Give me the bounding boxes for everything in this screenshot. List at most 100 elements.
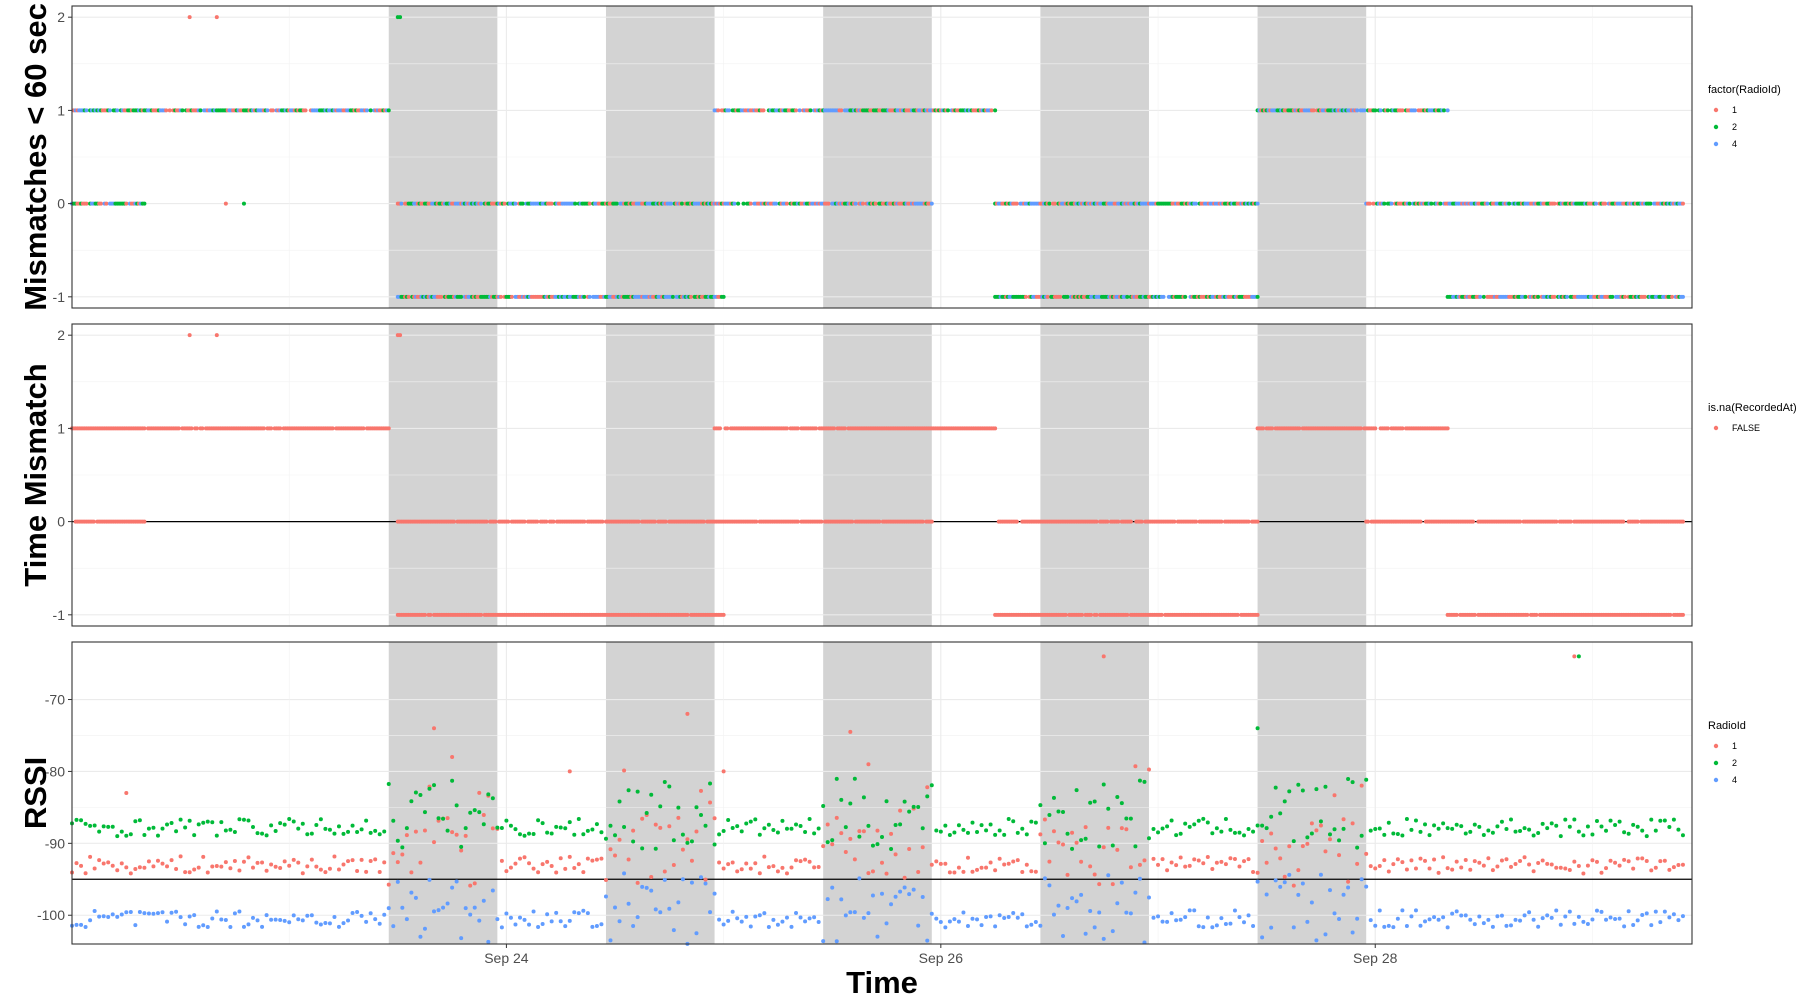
- data-point: [1454, 909, 1459, 914]
- data-point: [653, 907, 658, 912]
- data-point: [662, 869, 667, 874]
- data-point: [169, 910, 174, 915]
- data-point: [1477, 914, 1482, 919]
- data-point: [771, 864, 776, 869]
- data-point: [1269, 831, 1274, 836]
- data-point: [1033, 869, 1038, 874]
- data-point: [1201, 816, 1206, 821]
- data-point: [902, 875, 907, 880]
- data-point: [1626, 831, 1631, 836]
- data-point: [450, 778, 455, 783]
- data-point: [1260, 935, 1265, 940]
- data-point: [133, 819, 138, 824]
- data-point: [1269, 814, 1274, 819]
- data-point: [1671, 865, 1676, 870]
- data-point: [975, 829, 980, 834]
- legend-label: 4: [1732, 139, 1737, 149]
- data-point: [780, 865, 785, 870]
- data-point: [830, 885, 835, 890]
- data-point: [1242, 920, 1247, 925]
- data-point: [652, 519, 657, 524]
- data-point: [1404, 816, 1409, 821]
- data-point: [1427, 833, 1432, 838]
- data-point: [1183, 821, 1188, 826]
- data-point: [1680, 833, 1685, 838]
- data-point: [201, 854, 206, 859]
- data-point: [1133, 764, 1138, 769]
- data-point: [1079, 838, 1084, 843]
- data-point: [1409, 827, 1414, 832]
- data-point: [866, 762, 871, 767]
- data-point: [590, 924, 595, 929]
- data-point: [1640, 856, 1645, 861]
- data-point: [142, 201, 147, 206]
- data-point: [241, 924, 246, 929]
- data-point: [241, 817, 246, 822]
- data-point: [137, 865, 142, 870]
- data-point: [1246, 857, 1251, 862]
- data-point: [860, 201, 865, 206]
- data-point: [1128, 816, 1133, 821]
- data-point: [558, 919, 563, 924]
- data-point: [744, 914, 749, 919]
- data-point: [1400, 908, 1405, 913]
- data-point: [1146, 895, 1151, 900]
- data-point: [189, 426, 194, 431]
- data-point: [1576, 654, 1581, 659]
- data-point: [1011, 910, 1016, 915]
- data-point: [1373, 866, 1378, 871]
- data-point: [1169, 818, 1174, 823]
- data-point: [1089, 612, 1094, 617]
- data-point: [142, 911, 147, 916]
- y-axis-title: Mismatches < 60 sec: [18, 3, 53, 311]
- data-point: [1232, 856, 1237, 861]
- data-point: [600, 519, 605, 524]
- data-point: [1463, 857, 1468, 862]
- data-point: [1572, 654, 1577, 659]
- data-point: [377, 921, 382, 926]
- data-point: [92, 866, 97, 871]
- data-point: [1061, 842, 1066, 847]
- data-point: [1662, 858, 1667, 863]
- data-point: [1525, 612, 1530, 617]
- data-point: [667, 824, 672, 829]
- data-point: [382, 912, 387, 917]
- data-point: [219, 864, 224, 869]
- data-point: [1680, 862, 1685, 867]
- data-point: [662, 780, 667, 785]
- data-point: [499, 925, 504, 930]
- data-point: [486, 792, 491, 797]
- data-point: [1106, 806, 1111, 811]
- data-point: [798, 824, 803, 829]
- data-point: [92, 909, 97, 914]
- data-point: [1105, 519, 1110, 524]
- data-point: [1142, 858, 1147, 863]
- data-point: [1486, 917, 1491, 922]
- data-point: [418, 860, 423, 865]
- data-point: [1023, 294, 1028, 299]
- data-point: [479, 201, 484, 206]
- data-point: [1128, 865, 1133, 870]
- data-point: [463, 906, 468, 911]
- data-point: [794, 108, 799, 113]
- data-point: [1485, 201, 1490, 206]
- data-point: [943, 861, 948, 866]
- data-point: [1192, 908, 1197, 913]
- data-point: [1371, 201, 1376, 206]
- data-point: [142, 519, 147, 524]
- data-point: [1594, 201, 1599, 206]
- data-point: [902, 885, 907, 890]
- data-point: [1594, 859, 1599, 864]
- data-point: [350, 858, 355, 863]
- data-point: [1644, 859, 1649, 864]
- data-point: [1441, 915, 1446, 920]
- data-point: [970, 820, 975, 825]
- data-point: [1391, 831, 1396, 836]
- data-point: [1133, 844, 1138, 849]
- data-point: [1106, 873, 1111, 878]
- data-point: [1518, 828, 1523, 833]
- data-point: [631, 923, 636, 928]
- data-point: [1540, 821, 1545, 826]
- data-point: [880, 891, 884, 896]
- data-point: [1565, 294, 1570, 299]
